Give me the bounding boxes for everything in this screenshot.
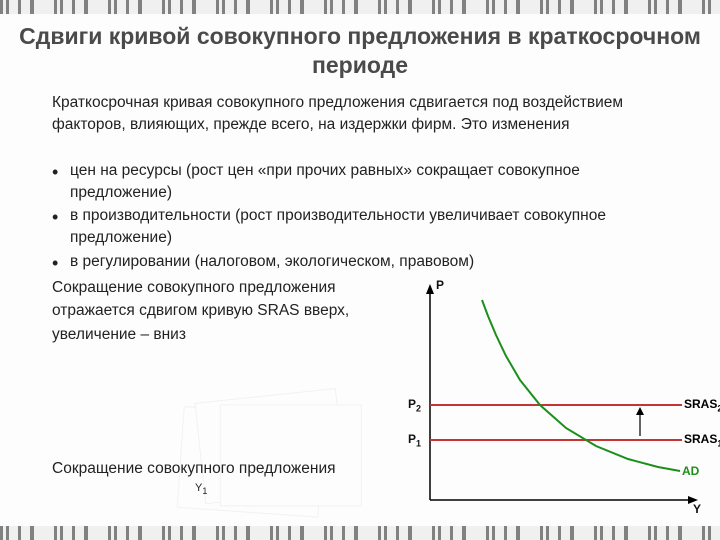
axis-label-y: Y	[693, 502, 701, 516]
shift-arrow-head	[636, 407, 644, 415]
sras2-label: SRAS2	[684, 397, 720, 413]
chart-svg	[400, 280, 710, 520]
bullet-item: в регулировании (налоговом, экологическо…	[52, 251, 672, 273]
slide-title: Сдвиги кривой совокупного предложения в …	[0, 22, 720, 80]
bullet-item: в производительности (рост производитель…	[52, 205, 672, 248]
axis-label-p: P	[436, 278, 444, 292]
lower-paragraph: Сокращение совокупного предложения	[52, 460, 402, 478]
y1-label: Y1	[195, 482, 207, 496]
decorative-bar-top	[0, 0, 720, 14]
p1-label: P1	[397, 432, 421, 448]
ad-curve	[482, 300, 680, 471]
bullet-list: цен на ресурсы (рост цен «при прочих рав…	[52, 160, 672, 274]
ad-label: AD	[682, 464, 699, 478]
after-paragraph: Сокращение совокупного предложения отраж…	[52, 276, 392, 346]
bullet-item: цен на ресурсы (рост цен «при прочих рав…	[52, 160, 672, 203]
decorative-bar-bottom	[0, 526, 720, 540]
sras1-label: SRAS1	[684, 432, 720, 448]
y-axis-arrow	[426, 284, 434, 294]
intro-paragraph: Краткосрочная кривая совокупного предлож…	[52, 92, 672, 137]
sras-chart: P Y SRAS2 SRAS1 AD P2 P1	[400, 280, 710, 520]
p2-label: P2	[397, 397, 421, 413]
